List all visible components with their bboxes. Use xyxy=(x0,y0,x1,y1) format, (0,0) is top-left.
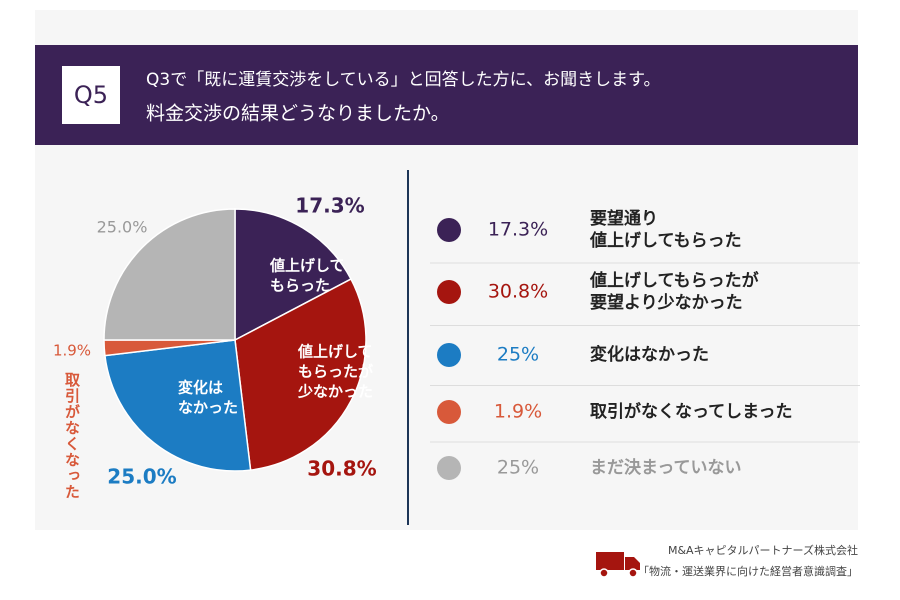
legend-value: 25% xyxy=(497,344,539,366)
slice-label: 取引がなくなった xyxy=(63,372,81,500)
source: 「物流・運送業界に向けた経営者意識調査」 xyxy=(638,564,858,578)
source: M&Aキャピタルパートナーズ株式会社 xyxy=(668,543,858,557)
slice-label: なかった xyxy=(178,399,238,417)
legend-label: 変化はなかった xyxy=(590,345,709,365)
legend-value: 1.9% xyxy=(494,401,542,423)
truck-icon xyxy=(596,552,640,578)
title: Q3で「既に運賃交渉をしている」と回答した方に、お聞きします。 xyxy=(146,70,660,90)
pie-slice xyxy=(234,278,367,471)
legend-label: まだ決まっていない xyxy=(590,458,742,478)
value-label: 30.8% xyxy=(307,457,376,481)
slice-label: 値上げして xyxy=(269,257,345,275)
badge-box xyxy=(62,66,120,124)
subtitle: 料金交渉の結果どうなりましたか。 xyxy=(146,103,450,125)
pie-slice xyxy=(234,208,352,342)
legend-label: 要望通り 値上げしてもらった xyxy=(590,209,742,251)
legend-dot xyxy=(437,400,461,424)
pie-slice xyxy=(104,339,252,472)
pie-slice xyxy=(103,208,236,341)
legend-value: 30.8% xyxy=(488,281,548,303)
header xyxy=(35,45,858,145)
legend-dot xyxy=(437,218,461,242)
value-label: 25.0% xyxy=(107,465,176,489)
legend-dot xyxy=(437,343,461,367)
slice-label: もらったが xyxy=(298,363,374,381)
legend-value: 25% xyxy=(497,457,539,479)
legend-dot xyxy=(437,456,461,480)
slice-label: 値上げして xyxy=(297,343,373,361)
legend-value: 17.3% xyxy=(488,219,548,241)
legend-label: 値上げしてもらったが 要望より少なかった xyxy=(590,271,759,313)
slice-label: もらった xyxy=(270,277,330,295)
legend-dot xyxy=(437,280,461,304)
value-label: 17.3% xyxy=(295,194,364,218)
slice-label: 変化は xyxy=(178,379,223,397)
slice-label: 少なかった xyxy=(297,383,373,401)
badge: Q5 xyxy=(74,81,108,109)
legend-label: 取引がなくなってしまった xyxy=(590,402,793,422)
value-label: 25.0% xyxy=(97,218,148,237)
value-label: 1.9% xyxy=(53,342,91,360)
